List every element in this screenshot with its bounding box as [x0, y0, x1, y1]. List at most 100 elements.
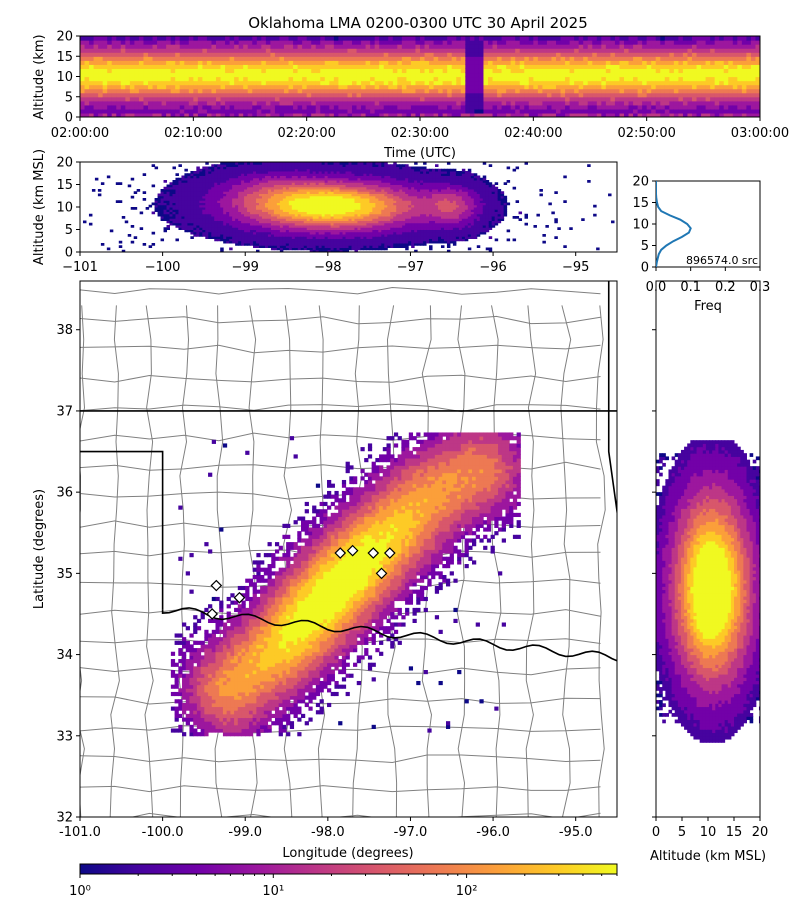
time-height-cell	[220, 64, 226, 69]
lon-height-cell	[160, 216, 165, 219]
time-height-cell	[388, 104, 394, 110]
time-height-cell	[565, 68, 571, 74]
time-height-cell	[89, 36, 95, 41]
lon-height-cell	[282, 247, 287, 251]
time-height-cell	[302, 60, 308, 65]
time-height-cell	[583, 100, 589, 106]
lon-height-cell	[288, 207, 293, 210]
lon-height-cell	[318, 173, 323, 176]
time-height-cell	[642, 76, 648, 82]
time-height-cell	[352, 56, 358, 61]
lon-height-cell	[199, 191, 203, 194]
lon-height-cell	[267, 164, 272, 167]
time-height-cell	[324, 96, 330, 102]
lon-height-cell	[157, 202, 162, 206]
lon-height-cell	[244, 211, 248, 215]
time-height-cell	[293, 36, 299, 41]
time-height-cell	[515, 80, 521, 86]
time-height-cell	[746, 88, 752, 94]
time-height-cell	[433, 100, 439, 106]
time-height-cell	[138, 56, 145, 61]
time-height-cell	[347, 108, 353, 114]
time-height-cell	[197, 80, 203, 86]
time-height-cell	[592, 96, 598, 102]
lon-height-cell	[172, 193, 176, 197]
time-height-cell	[98, 72, 104, 78]
lon-height-cell	[241, 234, 245, 237]
time-height-cell	[560, 76, 566, 82]
lon-height-cell	[238, 204, 242, 208]
lon-height-cell	[238, 213, 242, 217]
lon-height-cell	[273, 227, 278, 230]
lon-height-cell	[261, 180, 266, 183]
time-height-cell	[655, 48, 661, 53]
time-height-cell	[98, 108, 104, 114]
lon-height-cell	[264, 171, 269, 174]
time-height-cell	[184, 72, 190, 78]
lon-height-cell	[288, 225, 293, 228]
time-height-cell	[102, 44, 108, 49]
time-height-cell	[152, 40, 158, 45]
time-height-cell	[578, 108, 584, 114]
time-height-cell	[624, 112, 630, 117]
time-height-cell	[188, 108, 194, 114]
time-height-cell	[306, 88, 312, 94]
lon-height-cell	[223, 166, 227, 170]
lon-height-cell	[232, 173, 236, 176]
time-height-cell	[524, 44, 530, 49]
lon-height-cell	[321, 191, 326, 194]
lon-height-cell	[241, 218, 245, 221]
time-height-cell	[456, 76, 462, 82]
time-height-cell	[442, 88, 448, 94]
time-height-cell	[238, 100, 244, 106]
time-height-cell	[483, 96, 489, 102]
time-height-cell	[265, 92, 271, 98]
lon-height-cell	[256, 202, 260, 206]
time-height-cell	[138, 84, 145, 90]
time-height-cell	[723, 44, 729, 49]
time-height-cell	[546, 56, 553, 61]
time-height-cell	[89, 92, 95, 98]
lon-height-cell	[190, 213, 194, 217]
time-height-cell	[646, 84, 652, 90]
lon-height-cell	[199, 229, 203, 233]
time-height-cell	[687, 80, 693, 86]
lon-height-cell	[270, 168, 275, 172]
lon-height-cell	[238, 168, 242, 172]
time-height-cell	[438, 40, 444, 45]
time-height-cell	[129, 100, 135, 106]
time-height-cell	[510, 36, 516, 41]
time-height-cell	[315, 100, 321, 106]
time-height-cell	[424, 48, 430, 53]
time-height-cell	[732, 72, 738, 78]
lon-height-cell	[300, 198, 305, 201]
lon-height-cell	[196, 209, 200, 212]
lon-height-cell	[270, 216, 275, 219]
lon-height-cell	[220, 186, 224, 190]
time-height-cell	[220, 80, 226, 86]
time-height-cell	[84, 52, 90, 57]
lon-height-cell	[184, 198, 188, 201]
lon-height-cell	[175, 202, 179, 206]
time-height-cell	[125, 100, 131, 106]
lon-height-cell	[256, 171, 260, 174]
time-height-cell	[587, 56, 593, 61]
lon-height-cell	[217, 200, 221, 203]
time-height-cell	[692, 92, 698, 98]
time-height-cell	[750, 76, 757, 82]
time-height-cell	[524, 40, 530, 45]
time-height-cell	[546, 100, 553, 106]
time-height-cell	[410, 80, 417, 86]
time-height-cell	[728, 40, 734, 45]
lon-height-cell	[321, 173, 326, 176]
lon-height-cell	[270, 198, 275, 201]
time-height-cell	[510, 64, 516, 69]
time-height-cell	[705, 56, 711, 61]
time-height-cell	[80, 104, 86, 110]
time-height-cell	[315, 68, 321, 74]
lon-height-cell	[306, 191, 311, 194]
lon-height-cell	[229, 225, 233, 228]
time-height-cell	[374, 36, 380, 41]
time-height-cell	[197, 72, 203, 78]
time-height-cell	[352, 108, 358, 114]
